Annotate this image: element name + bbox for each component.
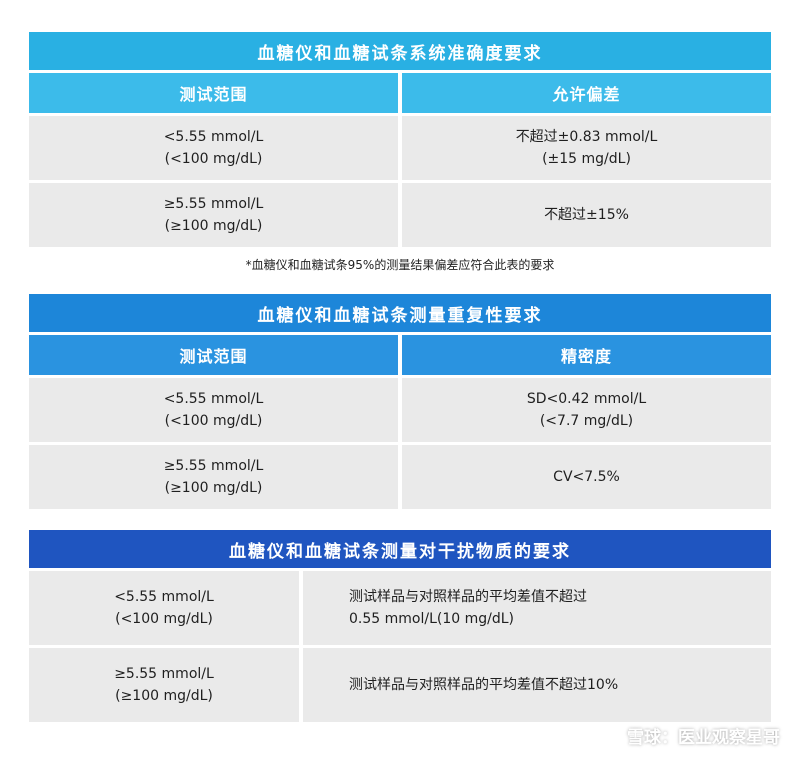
range-cell: <5.55 mmol/L (<100 mg/dL) (29, 116, 398, 180)
value-cell: CV<7.5% (402, 445, 771, 509)
accuracy-header-row: 测试范围 允许偏差 (29, 73, 771, 113)
range-cell: ≥5.55 mmol/L (≥100 mg/dL) (29, 445, 398, 509)
accuracy-table: 血糖仪和血糖试条系统准确度要求 测试范围 允许偏差 <5.55 mmol/L (… (29, 32, 771, 247)
range-cell: <5.55 mmol/L (<100 mg/dL) (29, 378, 398, 442)
header-allowed-deviation: 允许偏差 (402, 73, 771, 113)
watermark: 雪球：医业观察星哥 (599, 723, 780, 748)
table-row: ≥5.55 mmol/L (≥100 mg/dL) 不超过±15% (29, 183, 771, 247)
range-mmol: ≥5.55 mmol/L (163, 458, 264, 474)
range-mgdl: (<100 mg/dL) (164, 413, 263, 429)
repeatability-header-row: 测试范围 精密度 (29, 335, 771, 375)
accuracy-table-title: 血糖仪和血糖试条系统准确度要求 (29, 32, 771, 70)
range-mmol: <5.55 mmol/L (114, 589, 214, 605)
snowball-logo-icon (600, 725, 620, 746)
range-mgdl: (<100 mg/dL) (115, 611, 213, 627)
value-line-2: (<7.7 mg/dL) (539, 413, 634, 429)
header-test-range: 测试范围 (29, 335, 398, 375)
watermark-text: 雪球：医业观察星哥 (627, 728, 780, 748)
value-cell: 不超过±0.83 mmol/L (±15 mg/dL) (402, 116, 771, 180)
value-line-1: CV<7.5% (553, 469, 620, 485)
header-precision: 精密度 (402, 335, 771, 375)
value-line-1: 不超过±0.83 mmol/L (515, 129, 658, 145)
range-cell: ≥5.55 mmol/L (≥100 mg/dL) (29, 183, 398, 247)
range-mgdl: (<100 mg/dL) (164, 151, 263, 167)
range-mgdl: (≥100 mg/dL) (164, 480, 263, 496)
range-cell: ≥5.55 mmol/L (≥100 mg/dL) (29, 648, 299, 722)
value-cell: 测试样品与对照样品的平均差值不超过10% (303, 648, 771, 722)
accuracy-footnote: *血糖仪和血糖试条95%的测量结果偏差应符合此表的要求 (245, 258, 555, 272)
interference-table-title: 血糖仪和血糖试条测量对干扰物质的要求 (29, 530, 771, 568)
range-mmol: ≥5.55 mmol/L (114, 666, 214, 682)
range-cell: <5.55 mmol/L (<100 mg/dL) (29, 571, 299, 645)
value-line-1: 测试样品与对照样品的平均差值不超过10% (349, 677, 619, 693)
repeatability-table: 血糖仪和血糖试条测量重复性要求 测试范围 精密度 <5.55 mmol/L (<… (29, 294, 771, 509)
range-mmol: <5.55 mmol/L (163, 129, 264, 145)
interference-table: 血糖仪和血糖试条测量对干扰物质的要求 <5.55 mmol/L (<100 mg… (29, 530, 771, 722)
range-mmol: ≥5.55 mmol/L (163, 196, 264, 212)
repeatability-table-title: 血糖仪和血糖试条测量重复性要求 (29, 294, 771, 332)
table-row: ≥5.55 mmol/L (≥100 mg/dL) 测试样品与对照样品的平均差值… (29, 648, 771, 722)
value-line-2: 0.55 mmol/L(10 mg/dL) (349, 611, 514, 627)
value-line-1: 不超过±15% (544, 207, 629, 223)
table-row: <5.55 mmol/L (<100 mg/dL) 不超过±0.83 mmol/… (29, 116, 771, 180)
value-line-1: 测试样品与对照样品的平均差值不超过 (349, 589, 587, 605)
value-line-2: (±15 mg/dL) (542, 151, 631, 167)
value-cell: 测试样品与对照样品的平均差值不超过 0.55 mmol/L(10 mg/dL) (303, 571, 771, 645)
table-row: <5.55 mmol/L (<100 mg/dL) 测试样品与对照样品的平均差值… (29, 571, 771, 645)
value-cell: 不超过±15% (402, 183, 771, 247)
range-mmol: <5.55 mmol/L (163, 391, 264, 407)
range-mgdl: (≥100 mg/dL) (164, 218, 263, 234)
table-row: ≥5.55 mmol/L (≥100 mg/dL) CV<7.5% (29, 445, 771, 509)
range-mgdl: (≥100 mg/dL) (115, 688, 213, 704)
header-test-range: 测试范围 (29, 73, 398, 113)
value-cell: SD<0.42 mmol/L (<7.7 mg/dL) (402, 378, 771, 442)
table-row: <5.55 mmol/L (<100 mg/dL) SD<0.42 mmol/L… (29, 378, 771, 442)
value-line-1: SD<0.42 mmol/L (526, 391, 647, 407)
